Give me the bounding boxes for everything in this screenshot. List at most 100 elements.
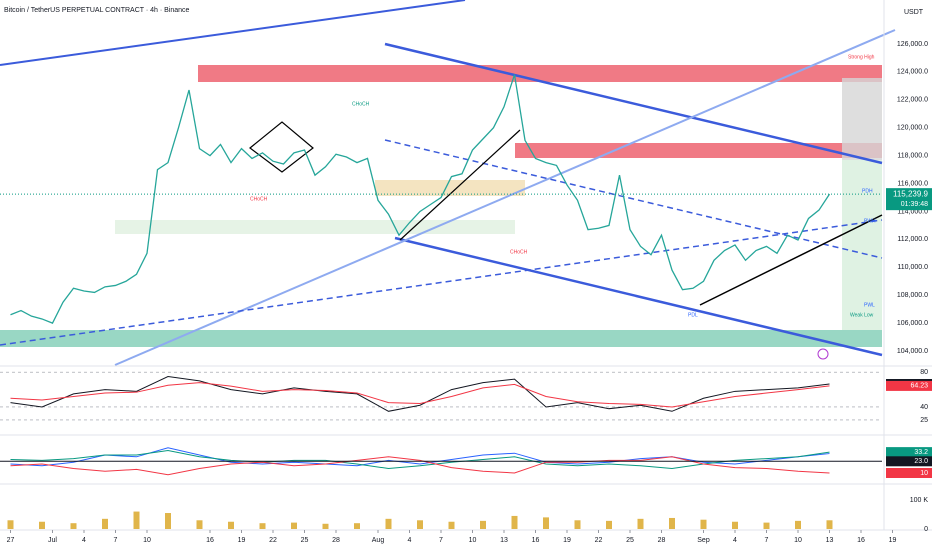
trendline bbox=[399, 129, 521, 241]
y-tick-label: 106,000.0 bbox=[897, 320, 928, 327]
volume-bar bbox=[732, 521, 738, 529]
volume-bar bbox=[795, 520, 801, 529]
volume-bar bbox=[291, 522, 297, 529]
volume-bar bbox=[39, 521, 45, 529]
y-tick-label: 118,000.0 bbox=[897, 152, 928, 159]
last-price-box bbox=[886, 188, 932, 211]
y-tick-label: 0 bbox=[924, 526, 928, 533]
trendline bbox=[114, 29, 896, 366]
x-tick-label: Jul bbox=[48, 537, 57, 544]
annotation: Weak Low bbox=[850, 312, 874, 318]
value-box bbox=[886, 380, 932, 391]
value-box-label: 10 bbox=[920, 470, 928, 477]
y-tick-label: 122,000.0 bbox=[897, 97, 928, 104]
y-tick-label: 108,000.0 bbox=[897, 292, 928, 299]
x-tick-label: 28 bbox=[332, 537, 340, 544]
annotation: PDL bbox=[688, 312, 698, 318]
y-tick-label: 116,000.0 bbox=[897, 180, 928, 187]
x-tick-label: 27 bbox=[7, 537, 15, 544]
last-price-label: 115,239.9 bbox=[893, 189, 929, 198]
volume-bar bbox=[102, 518, 108, 529]
y-tick-label: 124,000.0 bbox=[897, 69, 928, 76]
data-line bbox=[10, 447, 830, 467]
volume-bar bbox=[417, 520, 423, 529]
y-tick-label: 25 bbox=[920, 417, 928, 424]
value-box bbox=[886, 456, 932, 467]
volume-bar bbox=[259, 523, 266, 529]
range-box bbox=[842, 78, 882, 160]
alert-icon[interactable] bbox=[817, 348, 829, 360]
x-tick-label: 28 bbox=[658, 537, 666, 544]
volume-bar bbox=[763, 522, 770, 529]
volume-bar bbox=[543, 517, 549, 529]
x-tick-label: 22 bbox=[269, 537, 277, 544]
y-tick-label: 112,000.0 bbox=[897, 236, 928, 243]
volume-bar bbox=[133, 511, 140, 529]
currency: USDT bbox=[904, 9, 924, 16]
y-tick-label: 120,000.0 bbox=[897, 125, 928, 132]
y-tick-label: 40 bbox=[920, 404, 928, 411]
data-line bbox=[10, 376, 830, 412]
drawings bbox=[0, 0, 896, 366]
volume-bar bbox=[606, 520, 612, 529]
volume-bar bbox=[826, 520, 833, 529]
channel-line bbox=[394, 236, 883, 357]
volume-bar bbox=[165, 513, 171, 529]
x-tick-label: 7 bbox=[114, 537, 118, 544]
volume-bar bbox=[669, 517, 675, 529]
volume-bar bbox=[511, 515, 518, 529]
x-tick-label: 19 bbox=[238, 537, 246, 544]
x-tick-label: 16 bbox=[532, 537, 540, 544]
annotation: CHoCH bbox=[510, 249, 528, 255]
channel-line bbox=[384, 42, 883, 165]
data-line bbox=[10, 382, 830, 408]
x-tick-label: 13 bbox=[826, 537, 834, 544]
fvg-zone bbox=[115, 220, 515, 234]
volume-bar bbox=[637, 518, 644, 529]
x-tick-label: 16 bbox=[206, 537, 214, 544]
x-tick-label: 4 bbox=[408, 537, 412, 544]
annotation: CHoCH bbox=[250, 196, 268, 202]
value-box-label: 23.0 bbox=[914, 458, 928, 465]
data-line bbox=[10, 74, 831, 324]
annotation: CHoCH bbox=[352, 101, 370, 107]
volume-bar bbox=[228, 521, 234, 529]
value-box bbox=[886, 447, 932, 458]
volume-bar bbox=[196, 520, 203, 529]
annotation: PDH bbox=[862, 188, 873, 194]
y-tick-label: 114,000.0 bbox=[897, 208, 928, 215]
annotation: Strong High bbox=[848, 54, 875, 60]
x-tick-label: 4 bbox=[82, 537, 86, 544]
data-line bbox=[10, 449, 830, 470]
y-tick-label: 100 K bbox=[910, 497, 929, 504]
x-tick-label: 22 bbox=[595, 537, 603, 544]
trendline bbox=[0, 0, 466, 66]
x-tick-label: 10 bbox=[469, 537, 477, 544]
volume-bar bbox=[448, 521, 455, 529]
x-tick-label: Sep bbox=[697, 537, 710, 544]
x-tick-label: 10 bbox=[794, 537, 802, 544]
range-box bbox=[842, 160, 882, 330]
x-tick-label: 19 bbox=[889, 537, 897, 544]
annotation: PWH bbox=[864, 218, 876, 224]
demand-zone bbox=[0, 330, 882, 347]
x-tick-label: 4 bbox=[733, 537, 737, 544]
y-tick-label: 104,000.0 bbox=[897, 348, 928, 355]
value-box bbox=[886, 468, 932, 478]
x-tick-label: 7 bbox=[765, 537, 769, 544]
x-tick-label: 16 bbox=[857, 537, 865, 544]
volume-bar bbox=[322, 523, 329, 529]
annotation: PWL bbox=[864, 302, 875, 308]
fvg-zone bbox=[375, 180, 525, 196]
volume-bar bbox=[700, 519, 707, 529]
x-tick-label: 19 bbox=[563, 537, 571, 544]
value-box-label: 64.23 bbox=[910, 383, 928, 390]
countdown: 01:39:48 bbox=[901, 201, 928, 208]
value-box-label: 33.2 bbox=[914, 449, 928, 456]
y-tick-label: 110,000.0 bbox=[897, 264, 928, 271]
chart-title: Bitcoin / TetherUS PERPETUAL CONTRACT · … bbox=[4, 7, 190, 14]
volume-bar bbox=[574, 520, 581, 529]
volume-bar bbox=[385, 518, 392, 529]
x-tick-label: 13 bbox=[500, 537, 508, 544]
